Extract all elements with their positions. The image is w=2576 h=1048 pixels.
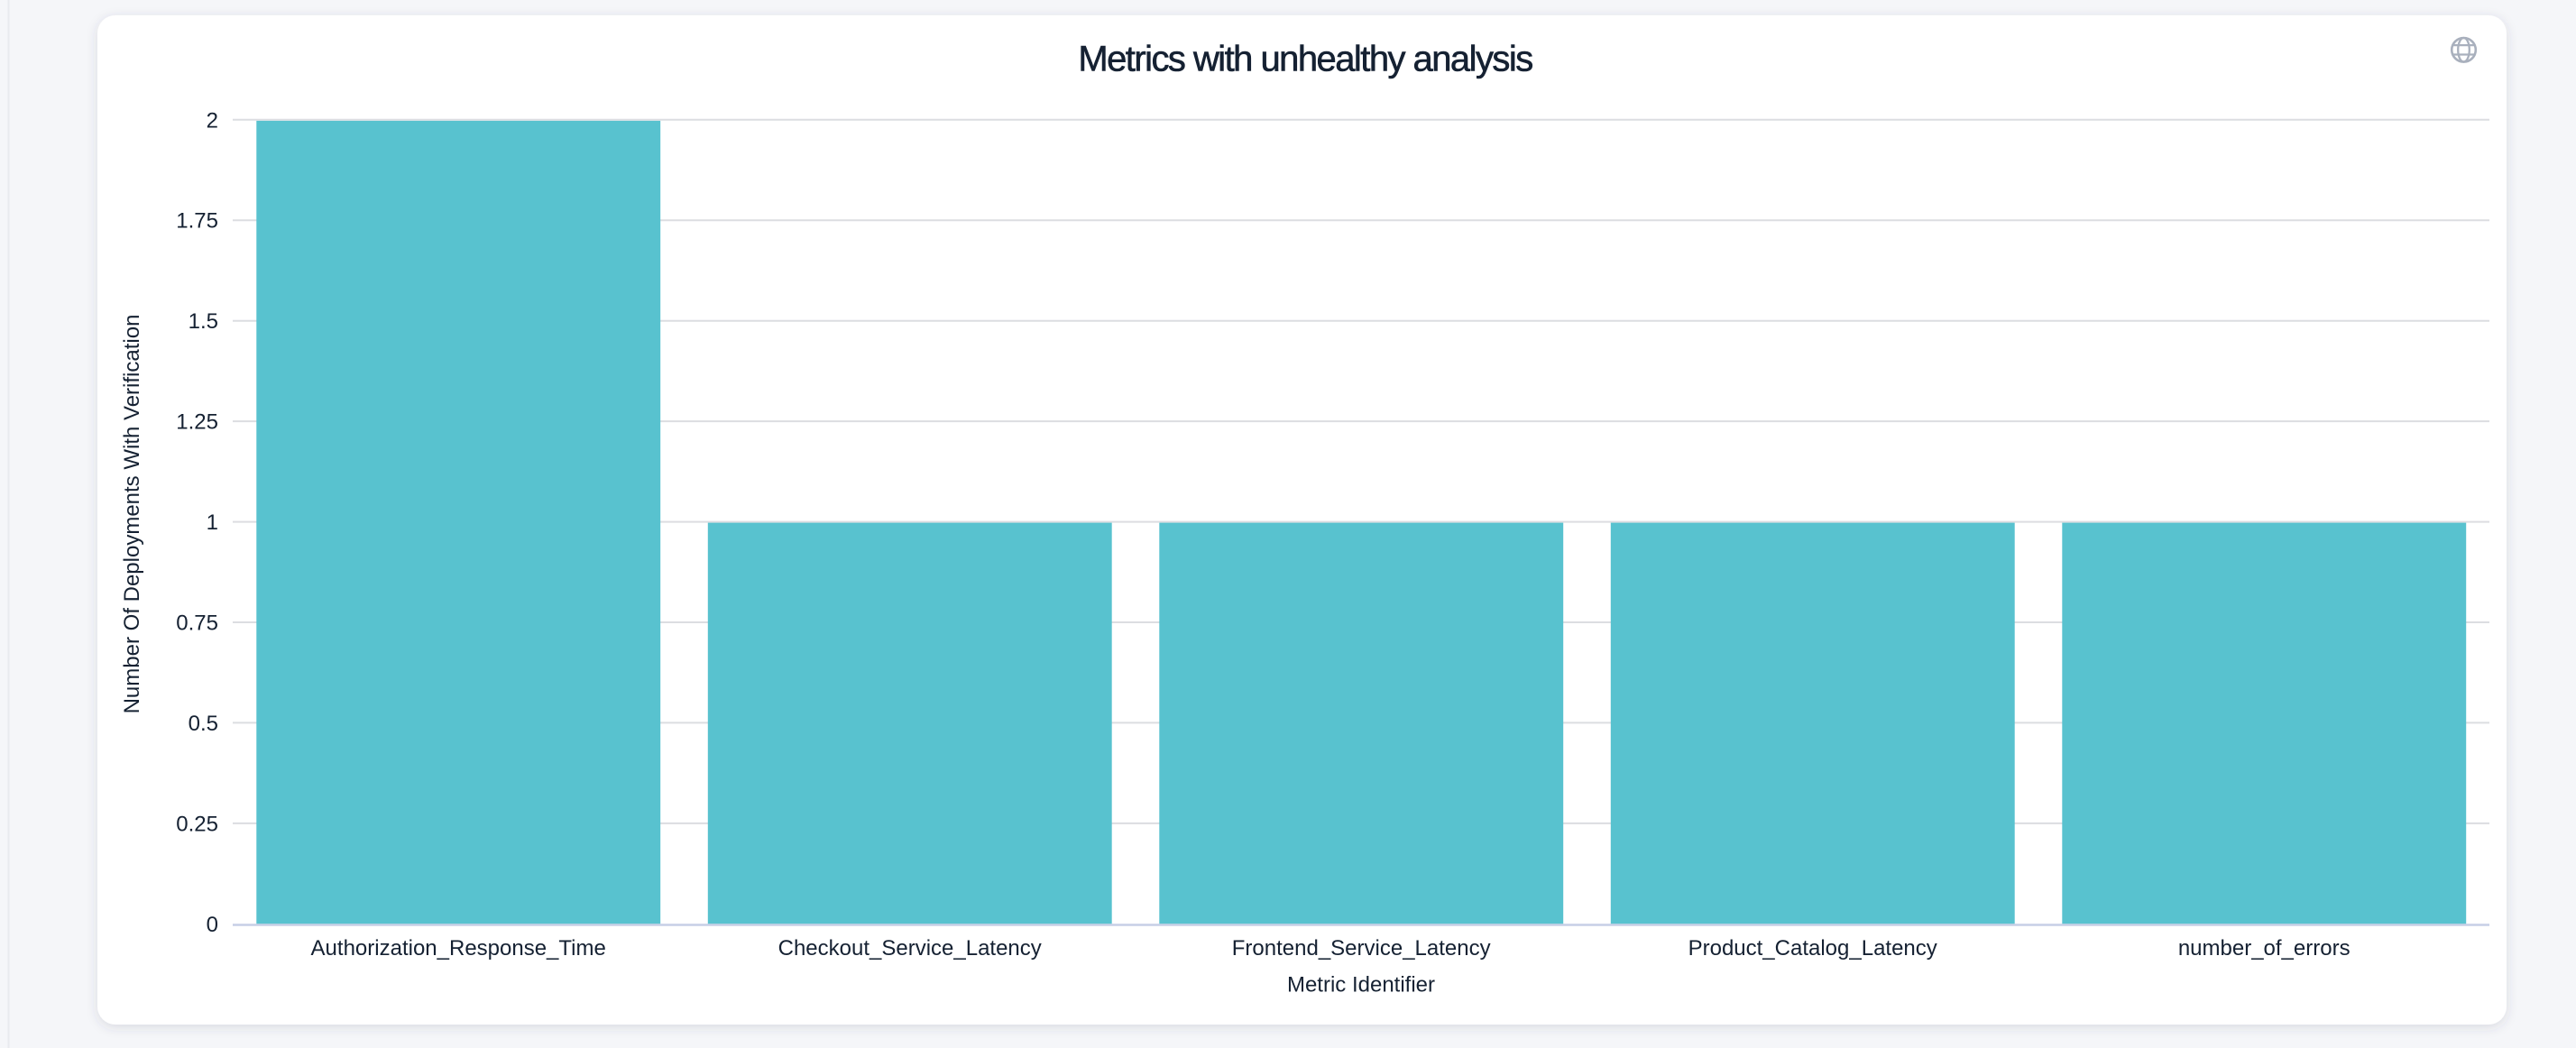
svg-text:1.5: 1.5: [189, 309, 218, 334]
svg-text:number_of_errors: number_of_errors: [2178, 936, 2351, 961]
svg-text:1: 1: [207, 510, 218, 535]
svg-text:Metric Identifier: Metric Identifier: [1287, 973, 1435, 997]
svg-text:Checkout_Service_Latency: Checkout_Service_Latency: [778, 936, 1042, 961]
svg-text:2: 2: [207, 108, 218, 133]
svg-text:0.25: 0.25: [176, 812, 218, 836]
svg-text:1.75: 1.75: [176, 209, 218, 234]
svg-text:0.5: 0.5: [189, 712, 218, 736]
svg-text:1.25: 1.25: [176, 410, 218, 435]
svg-text:Product_Catalog_Latency: Product_Catalog_Latency: [1688, 936, 1937, 961]
svg-text:Frontend_Service_Latency: Frontend_Service_Latency: [1232, 936, 1491, 961]
svg-text:0.75: 0.75: [176, 611, 218, 636]
svg-text:Authorization_Response_Time: Authorization_Response_Time: [311, 936, 606, 961]
svg-text:Metrics with unhealthy analysi: Metrics with unhealthy analysis: [1078, 40, 1532, 79]
svg-text:Number Of Deployments With Ver: Number Of Deployments With Verification: [120, 315, 144, 714]
svg-text:0: 0: [207, 913, 218, 937]
